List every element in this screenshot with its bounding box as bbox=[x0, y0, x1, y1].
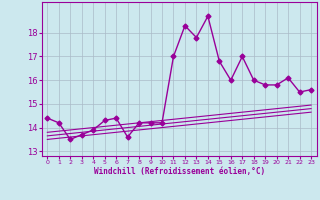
X-axis label: Windchill (Refroidissement éolien,°C): Windchill (Refroidissement éolien,°C) bbox=[94, 167, 265, 176]
